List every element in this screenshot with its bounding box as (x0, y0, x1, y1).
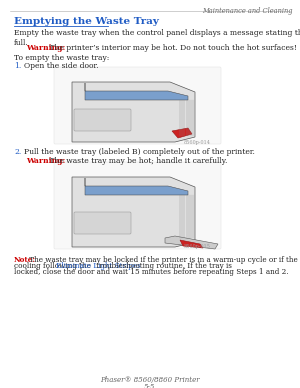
Text: The waste tray may be hot; handle it carefully.: The waste tray may be hot; handle it car… (47, 157, 227, 165)
Text: Note:: Note: (14, 256, 36, 264)
Text: Warning:: Warning: (26, 157, 65, 165)
FancyBboxPatch shape (74, 109, 131, 131)
Polygon shape (72, 82, 195, 142)
Text: 8560p-014: 8560p-014 (183, 140, 210, 145)
Polygon shape (85, 178, 188, 195)
Text: To empty the waste tray:: To empty the waste tray: (14, 54, 110, 62)
FancyBboxPatch shape (54, 162, 221, 249)
Text: Open the side door.: Open the side door. (24, 62, 98, 70)
Text: Phaser® 8560/8860 Printer: Phaser® 8560/8860 Printer (100, 376, 200, 384)
Text: Warning:: Warning: (26, 44, 65, 52)
Text: Empty the waste tray when the control panel displays a message stating that the : Empty the waste tray when the control pa… (14, 29, 300, 47)
Polygon shape (180, 240, 203, 248)
Text: locked, close the door and wait 15 minutes before repeating Steps 1 and 2.: locked, close the door and wait 15 minut… (14, 268, 289, 276)
Text: The printer’s interior may be hot. Do not touch the hot surfaces!: The printer’s interior may be hot. Do no… (47, 44, 297, 52)
Polygon shape (85, 83, 188, 100)
Text: cooling following the: cooling following the (14, 262, 93, 270)
Polygon shape (165, 236, 218, 249)
Text: Maintenance and Cleaning: Maintenance and Cleaning (202, 7, 293, 15)
Text: The waste tray may be locked if the printer is in a warm-up cycle or if the ink : The waste tray may be locked if the prin… (27, 256, 300, 264)
Text: 2.: 2. (14, 148, 21, 156)
Text: Pull the waste tray (labeled B) completely out of the printer.: Pull the waste tray (labeled B) complete… (24, 148, 255, 156)
Text: Emptying the Waste Tray: Emptying the Waste Tray (14, 17, 159, 26)
FancyBboxPatch shape (54, 67, 221, 144)
Text: 5-5: 5-5 (144, 383, 156, 388)
FancyBboxPatch shape (74, 212, 131, 234)
Text: Eliminate Light Stripes: Eliminate Light Stripes (56, 262, 141, 270)
Text: troubleshooting routine. If the tray is: troubleshooting routine. If the tray is (94, 262, 232, 270)
Text: 8560p-015: 8560p-015 (183, 244, 210, 249)
Polygon shape (72, 177, 195, 247)
Polygon shape (172, 128, 192, 138)
Text: 1.: 1. (14, 62, 21, 70)
